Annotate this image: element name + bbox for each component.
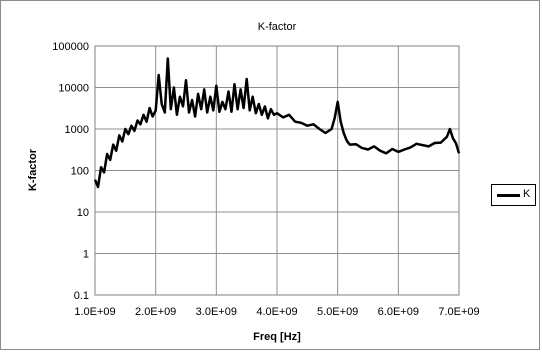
grid: [94, 45, 460, 296]
legend: K: [491, 184, 536, 206]
series-line-k: [93, 57, 461, 189]
legend-label-k: K: [523, 188, 531, 200]
y-tick-label: 100: [71, 166, 89, 178]
y-tick-label: 0.1: [74, 290, 89, 302]
x-tick-labels: 1.0E+09 2.0E+09 3.0E+09 4.0E+09 5.0E+09 6.0E+…: [74, 306, 479, 318]
y-tick-label: 100000: [52, 41, 89, 53]
y-tick-label: 10: [77, 207, 89, 219]
x-axis-label: Freq [Hz]: [253, 331, 301, 343]
x-tick-label: 2.0E+09: [135, 306, 176, 318]
y-tick-labels: 0.1 1 10 100 1000 10000 100000: [52, 41, 89, 302]
legend-swatch-k: [497, 194, 520, 197]
y-tick-label: 10000: [58, 83, 89, 95]
y-tick-label: 1000: [65, 124, 89, 136]
series-layer: [93, 57, 461, 189]
x-tick-label: 5.0E+09: [317, 306, 358, 318]
x-tick-label: 3.0E+09: [196, 306, 237, 318]
x-tick-label: 1.0E+09: [74, 306, 115, 318]
y-tick-label: 1: [83, 249, 89, 261]
x-tick-label: 6.0E+09: [378, 306, 419, 318]
plot-area: [94, 45, 460, 296]
y-axis-label: K-factor: [27, 148, 39, 191]
x-tick-label: 4.0E+09: [256, 306, 297, 318]
chart-title: K-factor: [258, 21, 297, 33]
x-tick-label: 7.0E+09: [438, 306, 479, 318]
